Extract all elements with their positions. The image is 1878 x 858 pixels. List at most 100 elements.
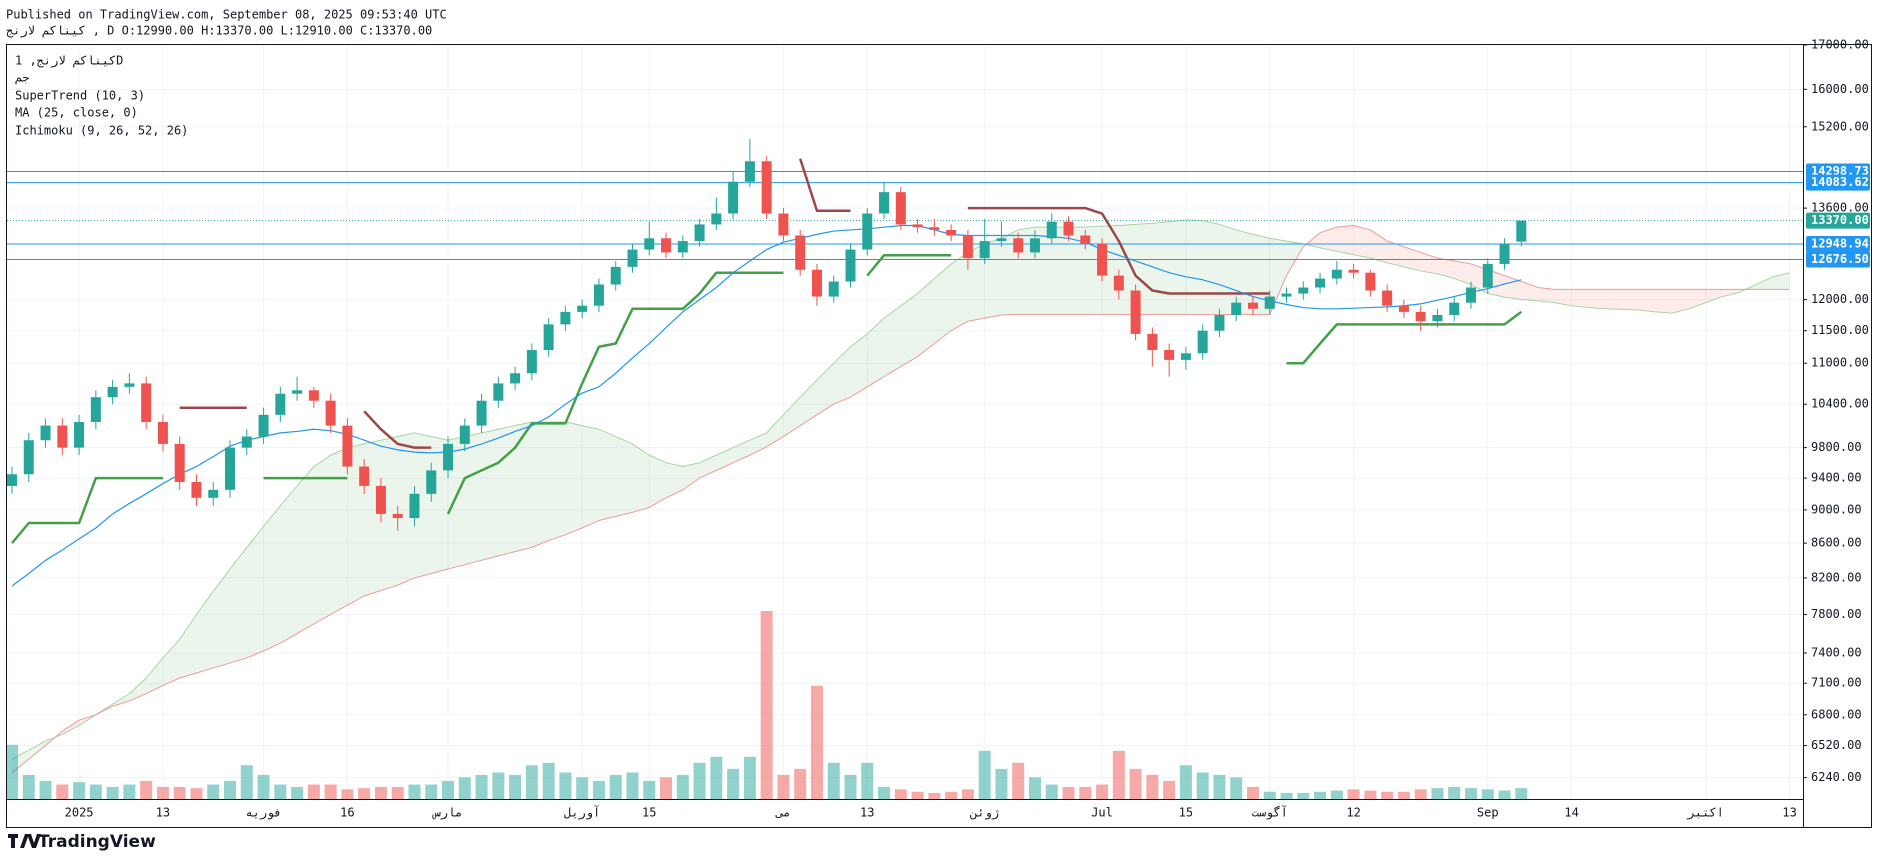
candle-body [1013,238,1024,253]
volume-bar [22,774,35,799]
ichimoku-cloud [1588,289,1606,309]
ichimoku-cloud [1236,229,1253,315]
candle-body [40,425,51,441]
candle-body [1415,311,1426,322]
ichimoku-cloud [1504,275,1522,300]
published-line: Published on TradingView.com, September … [6,8,447,22]
volume-bar [928,792,941,799]
volume-bar [257,774,270,799]
candle-body [174,443,185,483]
ichimoku-cloud [1219,224,1237,315]
candle-body [895,192,906,225]
volume-bar [1464,788,1477,799]
ichimoku-cloud [1169,220,1186,315]
volume-bar [39,780,52,799]
volume-bar [307,784,320,799]
candle-body [1365,272,1376,291]
candle-body [1465,287,1476,303]
ichimoku-cloud [1068,227,1086,315]
candle-body [1231,302,1242,315]
candle-body [1113,275,1124,291]
ichimoku-cloud [397,432,415,586]
volume-bar [1163,780,1176,799]
ichimoku-cloud [246,526,264,658]
x-tick-label: آگوست [1252,805,1288,821]
candle-body [1046,221,1057,239]
ichimoku-cloud [364,440,381,596]
candle-body [543,324,554,351]
candle-body [241,436,252,448]
supertrend-down [363,410,432,449]
candle-body [862,213,873,250]
candle-body [1147,333,1158,351]
volume-bar [660,777,673,799]
candle-body [1247,302,1258,309]
price-line-label: 14298.73 [1811,164,1869,178]
y-tick-label: 9000.00 [1811,502,1862,516]
candle-body [459,425,470,444]
candle-body [526,350,537,374]
candle-body [225,447,236,490]
y-tick-label: 8600.00 [1811,536,1862,550]
volume-bar [894,789,907,799]
candle-body [996,238,1007,242]
ichimoku-cloud [1370,229,1388,263]
y-tick-label: 16000.00 [1811,82,1869,96]
ichimoku-cloud [934,263,952,344]
candle-body [1080,235,1091,244]
candle-body [811,269,822,297]
volume-bar [156,786,169,799]
volume-bar [1448,786,1461,799]
volume-bar [73,782,86,799]
volume-bar [6,744,18,799]
ichimoku-cloud [951,252,968,331]
y-tick-label: 10400.00 [1811,397,1869,411]
ichimoku-cloud [1336,225,1354,255]
candle-body [476,400,487,426]
ichimoku-cloud [28,741,46,760]
brand-name: TradingView [38,832,156,852]
price-line-label: 12948.94 [1811,236,1869,250]
candle-body [258,414,269,437]
volume-bar [995,768,1008,799]
ichimoku-cloud [1437,258,1455,279]
y-tick-label: 13600.00 [1811,201,1869,215]
ichimoku-cloud [179,614,197,679]
price-line-box [1806,251,1870,268]
y-tick-label: 7100.00 [1811,676,1862,690]
volume-bar [224,780,237,799]
candle-body [1499,243,1510,264]
volume-bar [1397,791,1410,799]
ichimoku-cloud [967,243,985,322]
ichimoku-cloud [900,293,918,367]
volume-bar [1196,772,1209,799]
candle-body [694,224,705,242]
candle-body [1264,296,1275,309]
candle-body [443,443,454,471]
volume-bar [1213,774,1226,799]
volume-bar [1079,786,1092,799]
candle-body [1029,238,1040,253]
ichimoku-cloud [1672,289,1689,314]
candle-body [644,238,655,250]
y-tick-label: 8200.00 [1811,570,1862,584]
plot-layer: 6240.00 6520.00 6800.00 7100.00 7400.00 7800.… [6,38,1869,821]
supertrend-down [799,158,851,213]
volume-bar [291,786,304,799]
ichimoku-cloud [917,278,935,357]
candle-body [879,192,890,214]
logo-mark [8,834,41,848]
supertrend-up [11,476,163,544]
volume-bar [878,786,891,799]
candle-body [107,386,118,398]
ichimoku-cloud [1353,225,1371,259]
candle-body [728,181,739,214]
volume-bar [576,777,589,799]
ichimoku-cloud [632,443,650,513]
candle-body [90,397,101,422]
volume-bar [542,762,555,799]
ichimoku-cloud [833,346,851,405]
x-tick-label: 13 [156,806,170,820]
candle-body [325,400,336,426]
